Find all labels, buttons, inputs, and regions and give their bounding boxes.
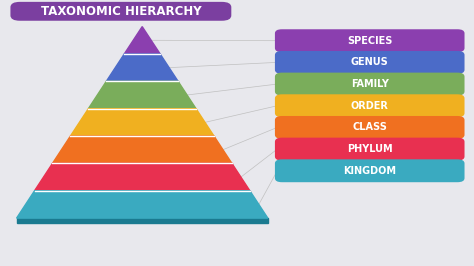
Text: CLASS: CLASS [352,122,387,132]
Polygon shape [88,81,196,109]
FancyBboxPatch shape [275,94,465,117]
Text: FAMILY: FAMILY [351,79,389,89]
Polygon shape [124,27,160,54]
Polygon shape [35,163,250,191]
Polygon shape [17,218,268,223]
Text: KINGDOM: KINGDOM [343,166,396,176]
Text: PHYLUM: PHYLUM [347,144,392,154]
Polygon shape [106,81,178,86]
Polygon shape [35,191,250,196]
FancyBboxPatch shape [10,2,231,21]
Text: TAXONOMIC HIERARCHY: TAXONOMIC HIERARCHY [41,5,201,18]
Polygon shape [53,163,232,168]
Polygon shape [17,191,268,218]
FancyBboxPatch shape [275,73,465,95]
FancyBboxPatch shape [275,29,465,52]
Text: ORDER: ORDER [351,101,389,111]
FancyBboxPatch shape [275,138,465,160]
FancyBboxPatch shape [275,116,465,139]
Text: GENUS: GENUS [351,57,389,67]
Polygon shape [71,136,214,141]
Polygon shape [71,109,214,136]
FancyBboxPatch shape [275,159,465,182]
Polygon shape [88,109,196,114]
Text: SPECIES: SPECIES [347,36,392,46]
FancyBboxPatch shape [275,51,465,74]
Polygon shape [124,54,160,59]
Polygon shape [53,136,232,163]
Polygon shape [106,54,178,81]
